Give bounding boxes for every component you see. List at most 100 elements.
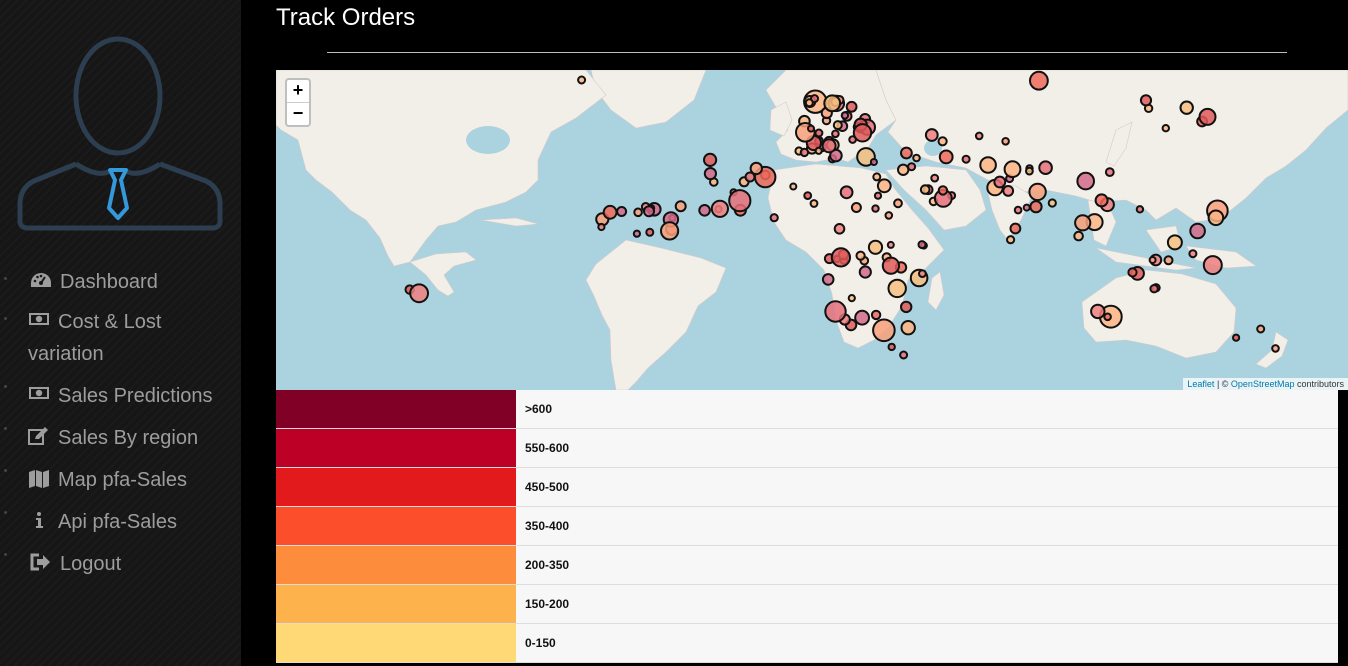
order-marker[interactable] xyxy=(900,146,913,160)
order-marker[interactable] xyxy=(1163,255,1174,266)
order-marker[interactable] xyxy=(832,120,843,131)
order-marker[interactable] xyxy=(899,350,909,360)
order-marker[interactable] xyxy=(887,342,896,352)
order-marker[interactable] xyxy=(643,205,655,218)
order-marker[interactable] xyxy=(897,163,910,177)
order-marker[interactable] xyxy=(703,152,718,168)
order-marker[interactable] xyxy=(917,240,927,250)
order-marker[interactable] xyxy=(852,123,873,143)
order-marker[interactable] xyxy=(1256,324,1266,334)
openstreetmap-link[interactable]: OpenStreetMap xyxy=(1230,379,1295,389)
order-marker[interactable] xyxy=(1139,94,1153,107)
order-marker[interactable] xyxy=(1073,230,1084,242)
order-marker[interactable] xyxy=(1074,214,1092,232)
order-marker[interactable] xyxy=(1271,344,1280,353)
order-marker[interactable] xyxy=(1090,303,1106,320)
order-marker[interactable] xyxy=(845,100,858,113)
order-marker[interactable] xyxy=(1161,124,1170,133)
orders-map[interactable]: + − Leaflet | © OpenStreetMap contributo… xyxy=(276,70,1348,390)
order-marker[interactable] xyxy=(847,294,856,303)
order-marker[interactable] xyxy=(979,156,997,174)
order-marker[interactable] xyxy=(698,204,711,217)
order-marker[interactable] xyxy=(893,198,903,209)
order-marker[interactable] xyxy=(876,178,892,194)
order-marker[interactable] xyxy=(1202,255,1223,276)
order-marker[interactable] xyxy=(918,269,927,279)
order-marker[interactable] xyxy=(830,247,852,268)
order-marker[interactable] xyxy=(1189,222,1206,240)
order-marker[interactable] xyxy=(854,309,870,326)
order-marker[interactable] xyxy=(869,158,878,166)
order-marker[interactable] xyxy=(1188,249,1198,259)
order-marker[interactable] xyxy=(858,265,872,279)
order-marker[interactable] xyxy=(799,147,810,158)
order-marker[interactable] xyxy=(728,189,752,213)
order-marker[interactable] xyxy=(616,206,628,217)
order-marker[interactable] xyxy=(833,223,846,235)
order-marker[interactable] xyxy=(840,111,850,120)
order-marker[interactable] xyxy=(821,273,835,286)
order-marker[interactable] xyxy=(900,320,916,336)
order-marker[interactable] xyxy=(881,256,901,275)
order-marker[interactable] xyxy=(1028,182,1047,202)
order-marker[interactable] xyxy=(1029,70,1049,91)
order-marker[interactable] xyxy=(870,309,882,321)
order-marker[interactable] xyxy=(1025,166,1034,176)
order-marker[interactable] xyxy=(1038,160,1053,175)
order-marker[interactable] xyxy=(749,161,763,176)
order-marker[interactable] xyxy=(710,199,729,218)
zoom-out-button[interactable]: − xyxy=(287,102,309,125)
zoom-in-button[interactable]: + xyxy=(292,80,304,100)
order-marker[interactable] xyxy=(809,199,819,208)
order-marker[interactable] xyxy=(887,278,907,299)
nav-item-dashboard[interactable]: Dashboard xyxy=(0,262,241,302)
order-marker[interactable] xyxy=(886,240,895,249)
order-marker[interactable] xyxy=(632,229,641,238)
order-marker[interactable] xyxy=(1094,193,1109,208)
order-marker[interactable] xyxy=(1103,312,1112,322)
order-marker[interactable] xyxy=(602,204,618,220)
order-marker[interactable] xyxy=(674,200,687,213)
order-marker[interactable] xyxy=(823,94,842,113)
order-marker[interactable] xyxy=(814,146,823,155)
order-marker[interactable] xyxy=(871,204,880,213)
order-marker[interactable] xyxy=(900,300,913,314)
order-marker[interactable] xyxy=(1207,209,1225,227)
order-marker[interactable] xyxy=(1022,203,1031,212)
order-marker[interactable] xyxy=(1198,107,1217,126)
order-marker[interactable] xyxy=(660,221,680,241)
order-marker[interactable] xyxy=(1179,100,1194,115)
order-marker[interactable] xyxy=(1148,256,1157,264)
order-marker[interactable] xyxy=(1002,185,1015,197)
order-marker[interactable] xyxy=(1003,160,1022,179)
order-marker[interactable] xyxy=(645,227,655,237)
order-marker[interactable] xyxy=(855,250,866,261)
order-marker[interactable] xyxy=(938,149,954,165)
order-marker[interactable] xyxy=(1029,200,1043,214)
order-marker[interactable] xyxy=(821,138,837,154)
order-marker[interactable] xyxy=(789,182,798,191)
order-marker[interactable] xyxy=(884,211,894,220)
order-marker[interactable] xyxy=(1001,137,1010,146)
order-marker[interactable] xyxy=(633,207,643,218)
nav-item-sales-predictions[interactable]: Sales Predictions xyxy=(0,370,241,412)
order-marker[interactable] xyxy=(807,124,815,133)
order-marker[interactable] xyxy=(1135,205,1145,214)
order-marker[interactable] xyxy=(1232,333,1241,342)
order-marker[interactable] xyxy=(1166,234,1183,251)
order-marker[interactable] xyxy=(912,153,921,163)
order-marker[interactable] xyxy=(1127,267,1138,278)
order-marker[interactable] xyxy=(1006,235,1016,245)
order-marker[interactable] xyxy=(804,98,814,108)
order-marker[interactable] xyxy=(1149,284,1159,294)
order-marker[interactable] xyxy=(850,202,862,213)
nav-item-map-pfa-sales[interactable]: Map pfa-Sales xyxy=(0,454,241,496)
order-marker[interactable] xyxy=(924,128,939,142)
nav-item-sales-by-region[interactable]: Sales By region xyxy=(0,412,241,454)
order-marker[interactable] xyxy=(993,175,1007,189)
order-marker[interactable] xyxy=(577,75,587,85)
order-marker[interactable] xyxy=(1104,167,1115,177)
leaflet-link[interactable]: Leaflet xyxy=(1187,379,1215,389)
order-marker[interactable] xyxy=(1047,198,1057,208)
order-marker[interactable] xyxy=(1009,222,1022,235)
